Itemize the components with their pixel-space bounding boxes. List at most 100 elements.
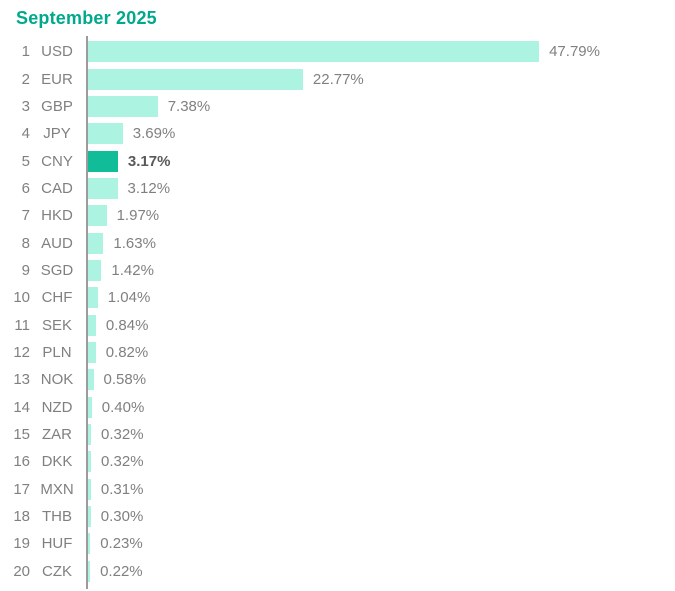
bar-track: 3.12% xyxy=(81,175,675,202)
rank-label: 12 xyxy=(13,343,30,361)
bar-eur xyxy=(88,68,303,90)
bar-hkd xyxy=(88,205,107,227)
rank-label: 19 xyxy=(13,535,30,553)
value-label: 0.84% xyxy=(105,316,149,334)
bar-row-pln: 12 PLN 0.82% xyxy=(0,339,675,366)
bar-dkk xyxy=(88,451,91,473)
bar-track: 47.79% xyxy=(81,38,675,65)
value-label: 0.30% xyxy=(100,508,144,526)
bar-row-chf: 10 CHF 1.04% xyxy=(0,284,675,311)
rank-label: 11 xyxy=(14,316,30,334)
bar-track: 3.69% xyxy=(81,120,675,147)
bar-row-sgd: 9 SGD 1.42% xyxy=(0,257,675,284)
bar-row-mxn: 17 MXN 0.31% xyxy=(0,476,675,503)
bar-cad xyxy=(88,177,118,199)
rank-label: 5 xyxy=(21,152,30,170)
bar-track: 1.42% xyxy=(81,257,675,284)
bar-mxn xyxy=(88,478,91,500)
chart-title: September 2025 xyxy=(16,8,157,28)
value-label: 0.40% xyxy=(101,398,145,416)
bar-czk xyxy=(88,560,91,582)
bar-nzd xyxy=(88,396,92,418)
value-label: 47.79% xyxy=(549,43,600,61)
rank-label: 14 xyxy=(13,398,30,416)
rank-label: 20 xyxy=(13,562,30,580)
value-label: 1.63% xyxy=(113,234,156,252)
rank-label: 18 xyxy=(13,508,30,526)
bar-nok xyxy=(88,369,94,391)
value-label: 0.58% xyxy=(103,371,147,389)
rank-label: 2 xyxy=(21,70,30,88)
rank-label: 7 xyxy=(21,207,30,225)
rank-label: 4 xyxy=(21,125,30,143)
value-label: 0.22% xyxy=(100,562,143,580)
value-label: 0.23% xyxy=(100,535,143,553)
bar-row-nok: 13 NOK 0.58% xyxy=(0,366,675,393)
bar-track: 7.38% xyxy=(81,93,675,120)
bar-track: 0.58% xyxy=(81,366,675,393)
value-label: 0.31% xyxy=(100,480,144,498)
bar-cny xyxy=(88,150,118,172)
bar-track: 1.04% xyxy=(81,284,675,311)
bar-zar xyxy=(88,423,91,445)
bar-row-aud: 8 AUD 1.63% xyxy=(0,229,675,256)
bar-chf xyxy=(88,287,98,309)
rank-label: 3 xyxy=(21,97,30,115)
rank-label: 6 xyxy=(21,179,30,197)
bar-row-czk: 20 CZK 0.22% xyxy=(0,558,675,585)
bar-row-thb: 18 THB 0.30% xyxy=(0,503,675,530)
bar-row-nzd: 14 NZD 0.40% xyxy=(0,393,675,420)
value-label: 3.69% xyxy=(132,125,176,143)
bar-track: 22.77% xyxy=(81,65,675,92)
currency-code-label: SGD xyxy=(40,261,74,279)
currency-code-label: NOK xyxy=(40,371,74,389)
bar-huf xyxy=(88,533,91,555)
bar-usd xyxy=(88,41,540,63)
currency-code-label: GBP xyxy=(41,97,73,115)
bar-track: 0.31% xyxy=(81,476,675,503)
bar-thb xyxy=(88,506,91,528)
value-label: 3.17% xyxy=(127,152,171,170)
bar-aud xyxy=(88,232,104,254)
bar-row-zar: 15 ZAR 0.32% xyxy=(0,421,675,448)
currency-code-label: NZD xyxy=(41,398,73,416)
rank-label: 13 xyxy=(13,371,30,389)
bar-row-gbp: 3 GBP 7.38% xyxy=(0,93,675,120)
bar-row-eur: 2 EUR 22.77% xyxy=(0,65,675,92)
bar-track: 0.30% xyxy=(81,503,675,530)
currency-code-label: SEK xyxy=(41,316,72,334)
y-axis-line xyxy=(86,36,88,589)
currency-code-label: CNY xyxy=(41,152,73,170)
currency-code-label: HKD xyxy=(41,207,73,225)
value-label: 1.04% xyxy=(107,289,151,307)
currency-code-label: CHF xyxy=(41,289,73,307)
bar-rows: 1 USD 47.79% 2 EUR 22.77% 3 GBP 7.38% 4 JPY 3.69% 5 C… xyxy=(0,38,675,585)
bar-track: 1.97% xyxy=(81,202,675,229)
bar-track: 1.63% xyxy=(81,229,675,256)
value-label: 22.77% xyxy=(312,70,364,88)
rank-label: 15 xyxy=(13,425,30,443)
currency-code-label: MXN xyxy=(40,480,74,498)
currency-code-label: USD xyxy=(41,43,73,61)
value-label: 3.12% xyxy=(127,179,171,197)
bar-row-jpy: 4 JPY 3.69% xyxy=(0,120,675,147)
bar-track: 0.22% xyxy=(81,558,675,585)
rank-label: 9 xyxy=(21,261,30,279)
bar-gbp xyxy=(88,95,158,117)
currency-code-label: DKK xyxy=(41,453,73,471)
bar-row-sek: 11 SEK 0.84% xyxy=(0,311,675,338)
bar-row-huf: 19 HUF 0.23% xyxy=(0,530,675,557)
bar-track: 0.23% xyxy=(81,530,675,557)
currency-code-label: EUR xyxy=(41,70,73,88)
bar-track: 0.32% xyxy=(81,421,675,448)
value-label: 0.32% xyxy=(101,453,144,471)
currency-code-label: THB xyxy=(42,508,72,526)
bar-pln xyxy=(88,341,96,363)
bar-track: 0.40% xyxy=(81,393,675,420)
bar-chart: 1 USD 47.79% 2 EUR 22.77% 3 GBP 7.38% 4 JPY 3.69% 5 C… xyxy=(0,36,675,589)
value-label: 0.82% xyxy=(105,343,149,361)
currency-code-label: CAD xyxy=(41,179,73,197)
bar-sek xyxy=(88,314,96,336)
value-label: 0.32% xyxy=(101,425,144,443)
bar-jpy xyxy=(88,123,123,145)
